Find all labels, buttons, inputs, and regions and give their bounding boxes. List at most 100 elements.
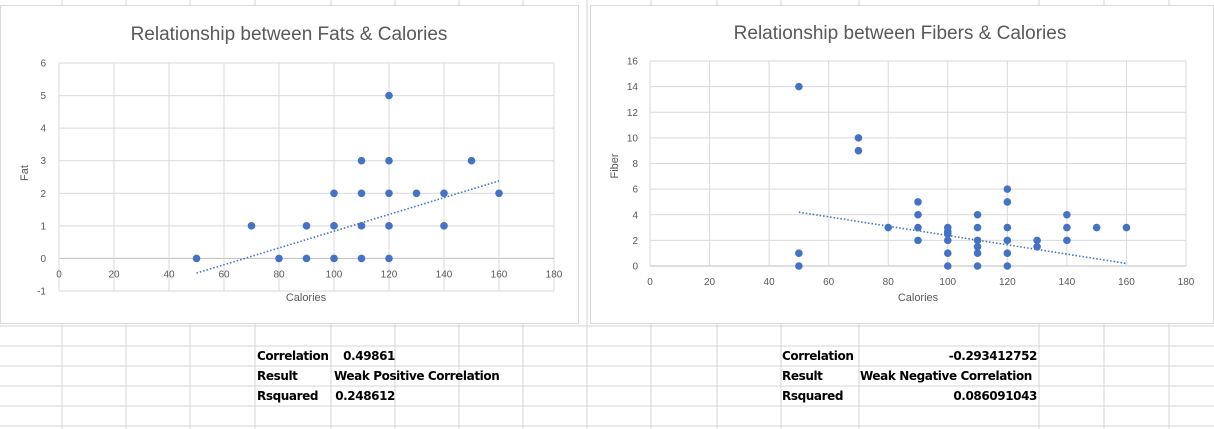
x-tick-label: 80 [273,269,285,280]
y-tick-label: 0 [632,262,638,273]
x-tick-label: 0 [56,269,62,280]
fat-result-label[interactable]: Result [257,369,298,383]
data-point [275,254,283,263]
data-point [943,262,952,270]
x-tick-label: 100 [939,277,956,288]
x-tick-label: 40 [764,277,776,288]
data-point [1063,210,1071,219]
fiber-rsquared-value[interactable]: 0.086091043 [953,389,1037,403]
x-tick-label: 160 [491,269,508,280]
y-tick-label: 1 [40,221,46,232]
x-tick-label: 20 [704,277,716,288]
x-tick-label: 40 [163,269,175,280]
fat-result-value[interactable]: Weak Positive Correlation [334,369,500,383]
data-point [385,222,393,230]
y-tick-label: 4 [40,124,46,135]
y-tick-label: 6 [40,59,46,70]
data-point [1003,223,1012,232]
fiber-result-value[interactable]: Weak Negative Correlation [860,369,1032,383]
data-point [1003,249,1012,257]
fiber-calories-chart[interactable]: Relationship between Fibers & Calories 0 2… [590,5,1214,324]
data-point [1092,223,1101,232]
data-point [467,156,476,165]
y-tick-label: 2 [632,236,638,247]
trendline [798,211,1127,265]
x-tick-label: 60 [823,277,835,288]
data-point [302,222,311,230]
fiber-correlation-value[interactable]: -0.293412752 [948,349,1038,363]
data-point [914,210,922,219]
y-axis-title: Fat [19,165,31,181]
fat-rsquared-value[interactable]: 0.248612 [335,389,395,403]
data-point [302,254,311,263]
data-point [330,222,338,230]
data-point [973,210,982,219]
data-point [914,236,922,245]
fiber-correlation-label[interactable]: Correlation [782,349,854,363]
data-point [357,156,366,165]
y-tick-label: 16 [627,57,639,68]
data-point [795,82,803,91]
data-point [385,189,393,198]
data-point [247,222,256,230]
x-axis-title: Calories [286,292,327,304]
data-point [854,146,863,155]
data-point [330,254,338,263]
data-point [914,198,922,206]
x-tick-label: 180 [1178,277,1195,288]
data-point [385,91,393,100]
data-point [330,189,338,198]
y-tick-label: 10 [627,133,639,144]
data-point [192,254,201,263]
data-point [412,189,421,198]
y-tick-label: 12 [627,108,639,119]
data-point [357,189,366,198]
y-tick-label: 6 [632,185,638,196]
x-tick-label: 20 [108,269,120,280]
x-tick-label: 120 [999,277,1016,288]
data-point [357,254,366,263]
x-tick-label: 80 [883,277,895,288]
fat-correlation-label[interactable]: Correlation [257,349,329,363]
data-point [1033,236,1041,245]
data-point [884,223,893,232]
data-point [973,249,982,257]
y-tick-label: -1 [37,287,46,298]
trendline [196,180,500,274]
data-point [1063,236,1071,245]
data-point [854,134,863,142]
data-point [973,262,982,270]
fat-correlation-value[interactable]: 0.49861 [343,349,395,363]
fiber-result-label[interactable]: Result [782,369,823,383]
data-point [385,156,393,165]
chart-title: Relationship between Fats & Calories [131,24,448,45]
data-point [1003,236,1012,245]
data-point [914,223,922,232]
y-tick-label: 5 [40,91,46,102]
x-tick-label: 60 [218,269,230,280]
data-point [795,249,803,257]
x-axis-title: Calories [898,292,939,304]
data-point [795,262,803,270]
data-point [943,236,952,245]
x-tick-label: 140 [436,269,453,280]
x-tick-label: 160 [1118,277,1135,288]
y-tick-label: 4 [632,210,638,221]
data-point [1063,223,1071,232]
y-tick-label: 0 [40,254,46,265]
data-point [440,222,448,230]
fiber-rsquared-label[interactable]: Rsquared [782,389,844,403]
y-tick-label: 14 [627,82,639,93]
data-point [973,223,982,232]
data-point [357,222,366,230]
data-point [1122,223,1131,232]
x-tick-label: 140 [1059,277,1076,288]
chart-title: Relationship between Fibers & Calories [734,23,1067,44]
data-point [440,189,448,198]
data-point [385,254,393,263]
fat-rsquared-label[interactable]: Rsquared [257,389,319,403]
data-point [973,236,982,245]
data-point [943,230,952,238]
data-point [943,249,952,257]
fat-calories-chart[interactable]: Relationship between Fats & Calories -1 0 1… [0,5,579,324]
